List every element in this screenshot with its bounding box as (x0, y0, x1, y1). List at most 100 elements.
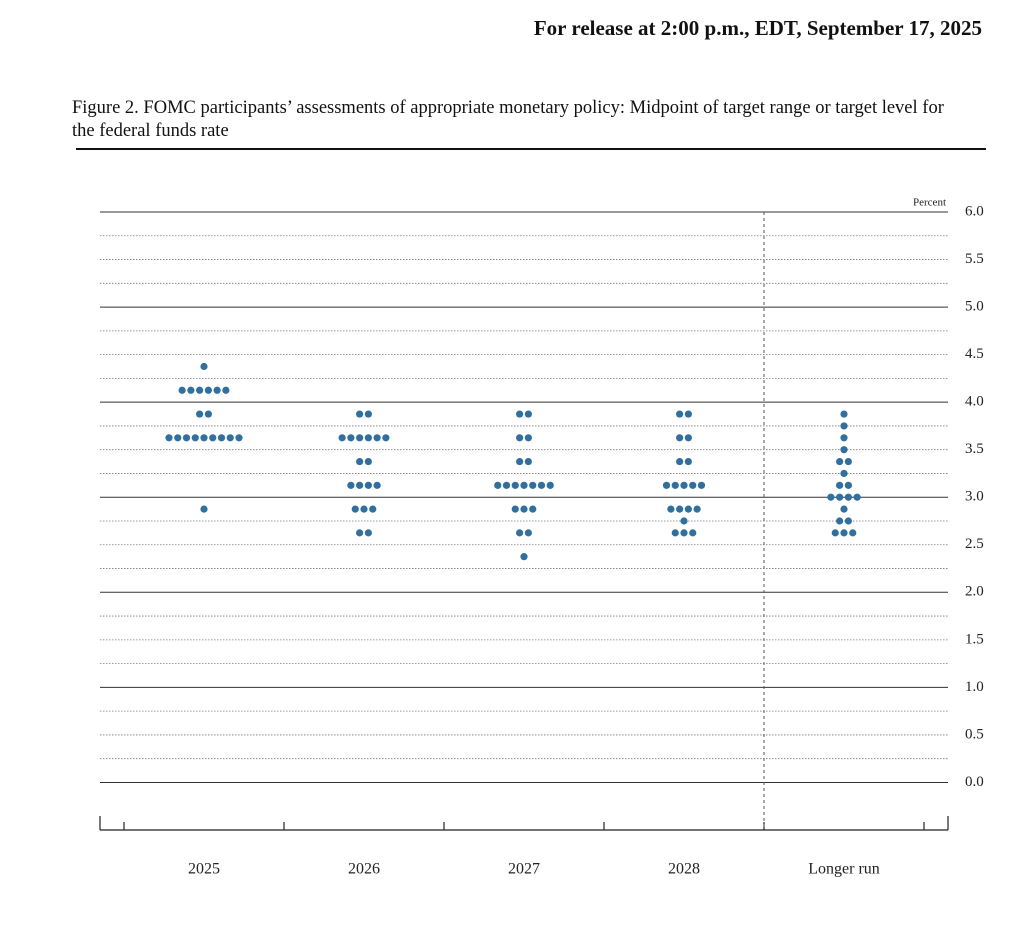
dot (844, 517, 852, 525)
y-tick-label: 4.5 (965, 346, 984, 362)
dot (680, 529, 688, 537)
dot (494, 481, 502, 489)
dot (689, 529, 697, 537)
dot (364, 529, 372, 537)
dot (520, 505, 528, 513)
dot (840, 446, 848, 454)
dot (840, 422, 848, 430)
dot (356, 434, 364, 442)
dot (684, 434, 692, 442)
dot (217, 434, 226, 442)
y-tick-label: 4.0 (965, 394, 984, 410)
y-tick-label: 5.5 (965, 251, 984, 267)
y-tick-label: 6.0 (965, 203, 984, 219)
dot (671, 481, 679, 489)
dot (849, 529, 857, 537)
title-rule (76, 148, 986, 150)
dot (511, 481, 519, 489)
dot (209, 434, 217, 442)
y-tick-label: 1.5 (965, 631, 984, 647)
dot (204, 386, 212, 394)
dot (196, 386, 204, 394)
x-tick-label: 2026 (348, 861, 380, 878)
y-tick-label: 3.5 (965, 441, 984, 457)
dot (356, 529, 364, 537)
dot (680, 481, 688, 489)
dot (520, 553, 528, 561)
dot (338, 434, 346, 442)
y-axis-label: Percent (913, 197, 946, 209)
dot (165, 434, 173, 442)
dot (853, 493, 861, 501)
dot (204, 410, 212, 418)
dot (178, 386, 186, 394)
y-tick-label: 1.0 (965, 679, 984, 695)
dot (684, 505, 692, 513)
dot (844, 481, 852, 489)
y-tick-label: 0.0 (965, 774, 984, 790)
dot (671, 529, 679, 537)
dot (840, 469, 848, 478)
dot (529, 481, 537, 489)
x-tick-label: 2027 (508, 861, 540, 878)
dot (373, 434, 381, 442)
dot (511, 505, 519, 513)
dot (369, 505, 377, 513)
dot (836, 481, 844, 489)
dot (226, 434, 234, 442)
dot (680, 517, 688, 525)
dot (684, 410, 692, 418)
dot (840, 434, 848, 442)
dot (684, 457, 692, 466)
dot (693, 505, 701, 513)
dot (836, 457, 844, 466)
dot (844, 457, 852, 466)
dot (364, 481, 372, 489)
dot (187, 386, 195, 394)
release-note: For release at 2:00 p.m., EDT, September… (533, 16, 982, 40)
dot (502, 481, 511, 489)
dot (351, 505, 359, 513)
dot (200, 434, 208, 442)
dot (196, 410, 204, 418)
dot (844, 493, 852, 501)
y-tick-label: 3.0 (965, 489, 984, 505)
dot (689, 481, 697, 489)
dot (529, 505, 537, 513)
dot (676, 457, 684, 466)
dot (827, 493, 835, 501)
dot (524, 434, 532, 442)
dot (364, 457, 372, 466)
dot (836, 517, 844, 525)
dot (364, 434, 372, 442)
dot (200, 505, 208, 513)
x-tick-label: Longer run (808, 861, 880, 878)
x-tick-label: 2028 (668, 861, 700, 878)
dot (200, 362, 208, 371)
dot (235, 434, 243, 442)
dot (516, 434, 524, 442)
dot (520, 481, 528, 489)
x-tick-label: 2025 (188, 861, 220, 878)
chart-title: Figure 2. FOMC participants’ assessments… (72, 98, 944, 141)
dot (840, 529, 848, 537)
dot (364, 410, 372, 418)
dot (174, 434, 182, 442)
dot (382, 434, 390, 442)
dot (676, 434, 684, 442)
y-tick-label: 5.0 (965, 299, 984, 315)
dot (676, 505, 684, 513)
dot (360, 505, 368, 513)
dot (356, 481, 364, 489)
y-tick-label: 2.0 (965, 584, 984, 600)
dot (516, 457, 524, 466)
dot (546, 481, 554, 489)
dot (222, 386, 230, 394)
dot (667, 505, 675, 513)
dot (516, 529, 524, 537)
dot (373, 481, 381, 489)
dot (524, 410, 532, 418)
dot (840, 505, 848, 513)
